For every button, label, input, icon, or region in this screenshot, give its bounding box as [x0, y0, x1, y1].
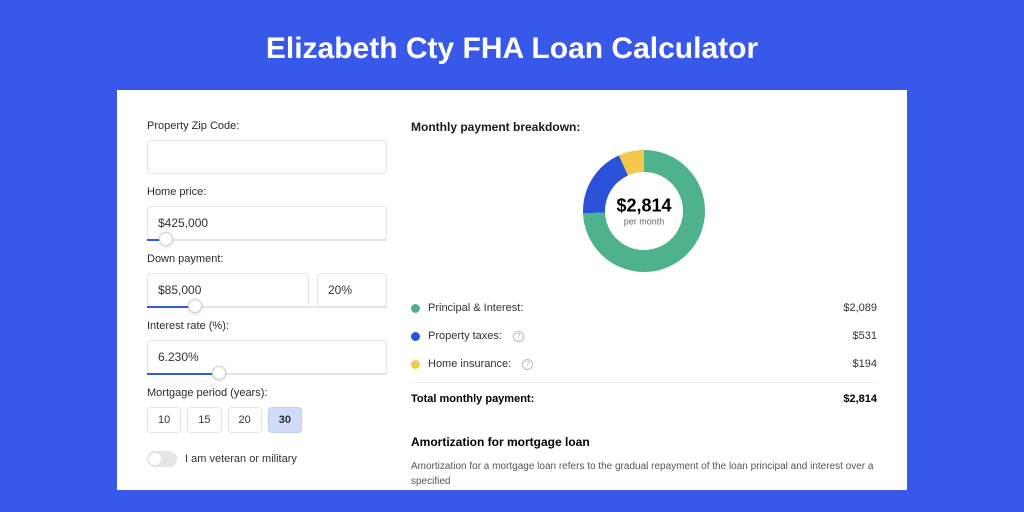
legend-dot	[411, 360, 420, 369]
zip-input[interactable]	[147, 140, 387, 174]
period-button-30[interactable]: 30	[268, 407, 302, 433]
page-title: Elizabeth Cty FHA Loan Calculator	[266, 32, 758, 66]
interest-label: Interest rate (%):	[147, 320, 387, 332]
total-value: $2,814	[843, 393, 877, 405]
total-label: Total monthly payment:	[411, 393, 534, 405]
breakdown-panel: Monthly payment breakdown: $2,814 per mo…	[411, 120, 877, 490]
down-payment-label: Down payment:	[147, 253, 387, 265]
legend-label: Home insurance:	[428, 358, 511, 370]
period-label: Mortgage period (years):	[147, 387, 387, 399]
home-price-field: Home price:	[147, 186, 387, 241]
zip-label: Property Zip Code:	[147, 120, 387, 132]
home-price-label: Home price:	[147, 186, 387, 198]
legend-dot	[411, 304, 420, 313]
donut-sub: per month	[616, 217, 671, 227]
slider-thumb[interactable]	[212, 366, 226, 380]
legend-label: Principal & Interest:	[428, 302, 523, 314]
veteran-row: I am veteran or military	[147, 451, 387, 467]
legend-dot	[411, 332, 420, 341]
breakdown-title: Monthly payment breakdown:	[411, 120, 877, 134]
period-field: Mortgage period (years): 1015 2030	[147, 387, 387, 433]
down-payment-input[interactable]	[147, 273, 309, 307]
down-payment-slider[interactable]	[147, 306, 387, 308]
legend-row: Property taxes:? $531	[411, 322, 877, 350]
donut-wrap: $2,814 per month	[411, 146, 877, 276]
legend-row: Home insurance:? $194	[411, 350, 877, 378]
veteran-label: I am veteran or military	[185, 453, 297, 465]
total-row: Total monthly payment: $2,814	[411, 382, 877, 413]
period-button-20[interactable]: 20	[228, 407, 262, 433]
slider-thumb[interactable]	[188, 299, 202, 313]
down-payment-field: Down payment:	[147, 253, 387, 308]
amortization-title: Amortization for mortgage loan	[411, 435, 877, 449]
form-panel: Property Zip Code: Home price: Down paym…	[147, 120, 387, 490]
zip-field: Property Zip Code:	[147, 120, 387, 174]
legend-row: Principal & Interest: $2,089	[411, 294, 877, 322]
legend: Principal & Interest: $2,089 Property taxe…	[411, 294, 877, 378]
interest-input[interactable]	[147, 340, 387, 374]
legend-value: $2,089	[843, 302, 877, 314]
info-icon[interactable]: ?	[522, 359, 533, 370]
interest-field: Interest rate (%):	[147, 320, 387, 375]
calculator-card: Property Zip Code: Home price: Down paym…	[117, 90, 907, 490]
period-options: 1015 2030	[147, 407, 387, 433]
interest-slider[interactable]	[147, 373, 387, 375]
legend-value: $194	[853, 358, 877, 370]
donut-value: $2,814	[616, 196, 671, 217]
amortization-text: Amortization for a mortgage loan refers …	[411, 459, 877, 489]
home-price-slider[interactable]	[147, 239, 387, 241]
legend-value: $531	[853, 330, 877, 342]
page-background: Elizabeth Cty FHA Loan Calculator Proper…	[0, 0, 1024, 512]
period-button-10[interactable]: 10	[147, 407, 181, 433]
period-button-15[interactable]: 15	[187, 407, 221, 433]
veteran-toggle[interactable]	[147, 451, 177, 467]
info-icon[interactable]: ?	[513, 331, 524, 342]
home-price-input[interactable]	[147, 206, 387, 240]
legend-label: Property taxes:	[428, 330, 502, 342]
down-payment-pct-input[interactable]	[317, 273, 387, 307]
slider-thumb[interactable]	[159, 232, 173, 246]
donut-center: $2,814 per month	[616, 196, 671, 227]
donut-chart: $2,814 per month	[579, 146, 709, 276]
